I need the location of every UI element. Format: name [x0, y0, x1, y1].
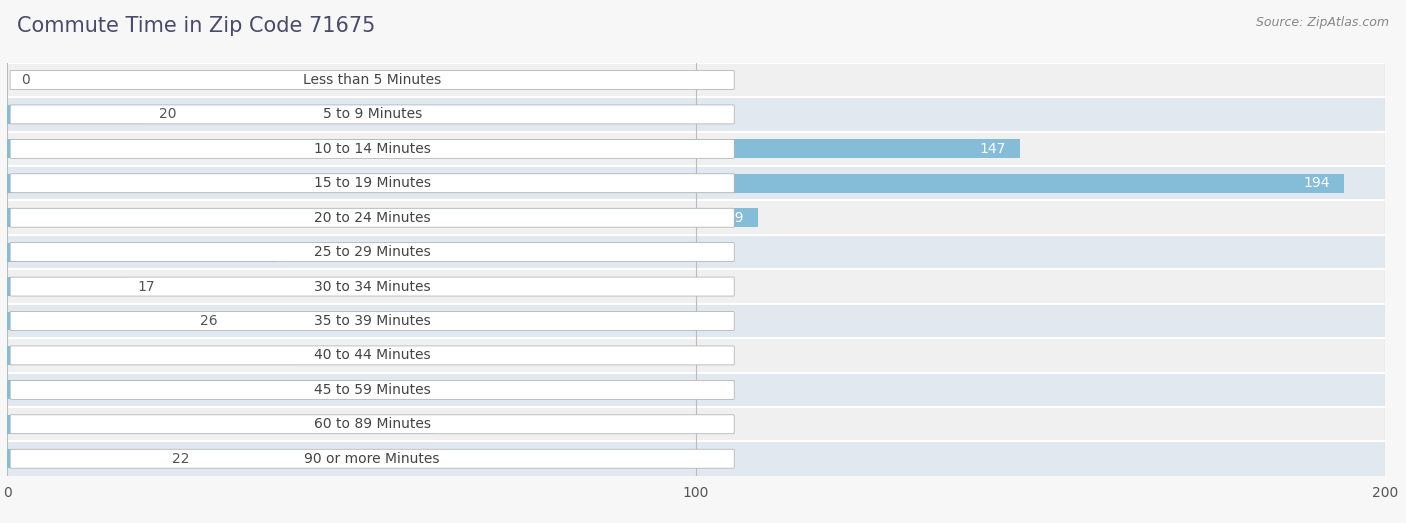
FancyBboxPatch shape	[10, 71, 734, 89]
Text: 15 to 19 Minutes: 15 to 19 Minutes	[314, 176, 430, 190]
Text: 20: 20	[159, 107, 176, 121]
Bar	[7, 380, 366, 400]
Text: 39: 39	[245, 245, 262, 259]
FancyBboxPatch shape	[10, 105, 734, 124]
Bar	[7, 312, 186, 331]
Bar	[7, 97, 1385, 132]
Text: 17: 17	[138, 280, 156, 293]
Text: 20 to 24 Minutes: 20 to 24 Minutes	[314, 211, 430, 225]
Text: 22: 22	[173, 452, 190, 465]
Bar	[7, 166, 1385, 200]
Text: 194: 194	[1303, 176, 1330, 190]
Text: 90 or more Minutes: 90 or more Minutes	[305, 452, 440, 465]
Bar	[7, 200, 1385, 235]
Text: 0: 0	[21, 73, 30, 87]
FancyBboxPatch shape	[10, 415, 734, 434]
Text: Less than 5 Minutes: Less than 5 Minutes	[304, 73, 441, 87]
Text: 60 to 89 Minutes: 60 to 89 Minutes	[314, 417, 430, 431]
Bar	[7, 243, 276, 262]
Text: 147: 147	[980, 142, 1007, 156]
FancyBboxPatch shape	[10, 174, 734, 193]
Text: 45 to 59 Minutes: 45 to 59 Minutes	[314, 383, 430, 397]
Bar	[7, 208, 758, 227]
FancyBboxPatch shape	[10, 449, 734, 468]
Bar	[7, 304, 1385, 338]
FancyBboxPatch shape	[10, 277, 734, 296]
Text: Commute Time in Zip Code 71675: Commute Time in Zip Code 71675	[17, 16, 375, 36]
Bar	[7, 139, 1019, 158]
Text: Source: ZipAtlas.com: Source: ZipAtlas.com	[1256, 16, 1389, 29]
Bar	[7, 449, 159, 468]
FancyBboxPatch shape	[10, 312, 734, 331]
Text: 62: 62	[402, 417, 420, 431]
Bar	[7, 415, 434, 434]
Text: 30 to 34 Minutes: 30 to 34 Minutes	[314, 280, 430, 293]
Text: 25 to 29 Minutes: 25 to 29 Minutes	[314, 245, 430, 259]
Text: 42: 42	[266, 348, 283, 362]
Bar	[7, 174, 1344, 193]
FancyBboxPatch shape	[10, 346, 734, 365]
Text: 40 to 44 Minutes: 40 to 44 Minutes	[314, 348, 430, 362]
Text: 52: 52	[335, 383, 352, 397]
FancyBboxPatch shape	[10, 208, 734, 227]
Text: 26: 26	[200, 314, 218, 328]
Bar	[7, 441, 1385, 476]
FancyBboxPatch shape	[10, 380, 734, 400]
Bar	[7, 346, 297, 365]
FancyBboxPatch shape	[10, 139, 734, 158]
Text: 10 to 14 Minutes: 10 to 14 Minutes	[314, 142, 430, 156]
Bar	[7, 269, 1385, 304]
Bar	[7, 105, 145, 124]
FancyBboxPatch shape	[10, 243, 734, 262]
Bar	[7, 407, 1385, 441]
Bar	[7, 338, 1385, 372]
Bar	[7, 235, 1385, 269]
Text: 35 to 39 Minutes: 35 to 39 Minutes	[314, 314, 430, 328]
Text: 5 to 9 Minutes: 5 to 9 Minutes	[322, 107, 422, 121]
Bar	[7, 63, 1385, 97]
Bar	[7, 277, 124, 296]
Bar	[7, 372, 1385, 407]
Text: 109: 109	[717, 211, 744, 225]
Bar	[7, 132, 1385, 166]
